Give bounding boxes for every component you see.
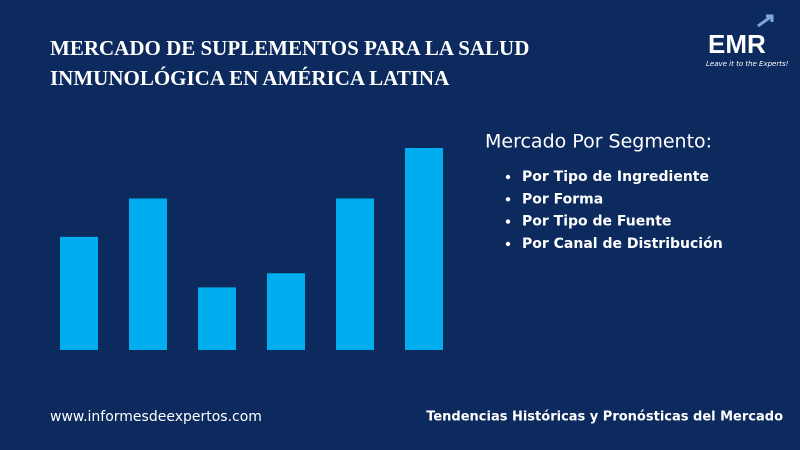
bar: [267, 273, 305, 350]
logo: EMR Leave it to the Experts!: [706, 14, 789, 68]
segment-item: Por Tipo de Ingrediente: [522, 169, 709, 185]
bullet: [505, 174, 511, 180]
bar: [405, 148, 443, 350]
logo-name: EMR: [708, 29, 766, 59]
bar: [336, 198, 374, 350]
bar: [198, 287, 236, 350]
bullet: [505, 197, 511, 202]
footer-tagline: Tendencias Históricas y Pronósticas del …: [426, 410, 783, 425]
logo-tagline: Leave it to the Experts!: [706, 60, 789, 68]
segment-item: Por Forma: [522, 191, 603, 207]
segment-item: Por Tipo de Fuente: [522, 214, 671, 230]
bar: [60, 236, 98, 350]
logo-arrow: [757, 14, 774, 28]
bullet: [505, 219, 511, 224]
website: www.informesdeexpertos.com: [50, 409, 262, 425]
title-line: INMUNOLÓGICA EN AMÉRICA LATINA: [50, 66, 450, 90]
bullet: [505, 241, 511, 247]
bar: [129, 198, 167, 350]
segment-heading: Mercado Por Segmento:: [485, 131, 712, 153]
segment-item: Por Canal de Distribución: [522, 236, 723, 252]
title-line: MERCADO DE SUPLEMENTOS PARA LA SALUD: [50, 36, 529, 60]
